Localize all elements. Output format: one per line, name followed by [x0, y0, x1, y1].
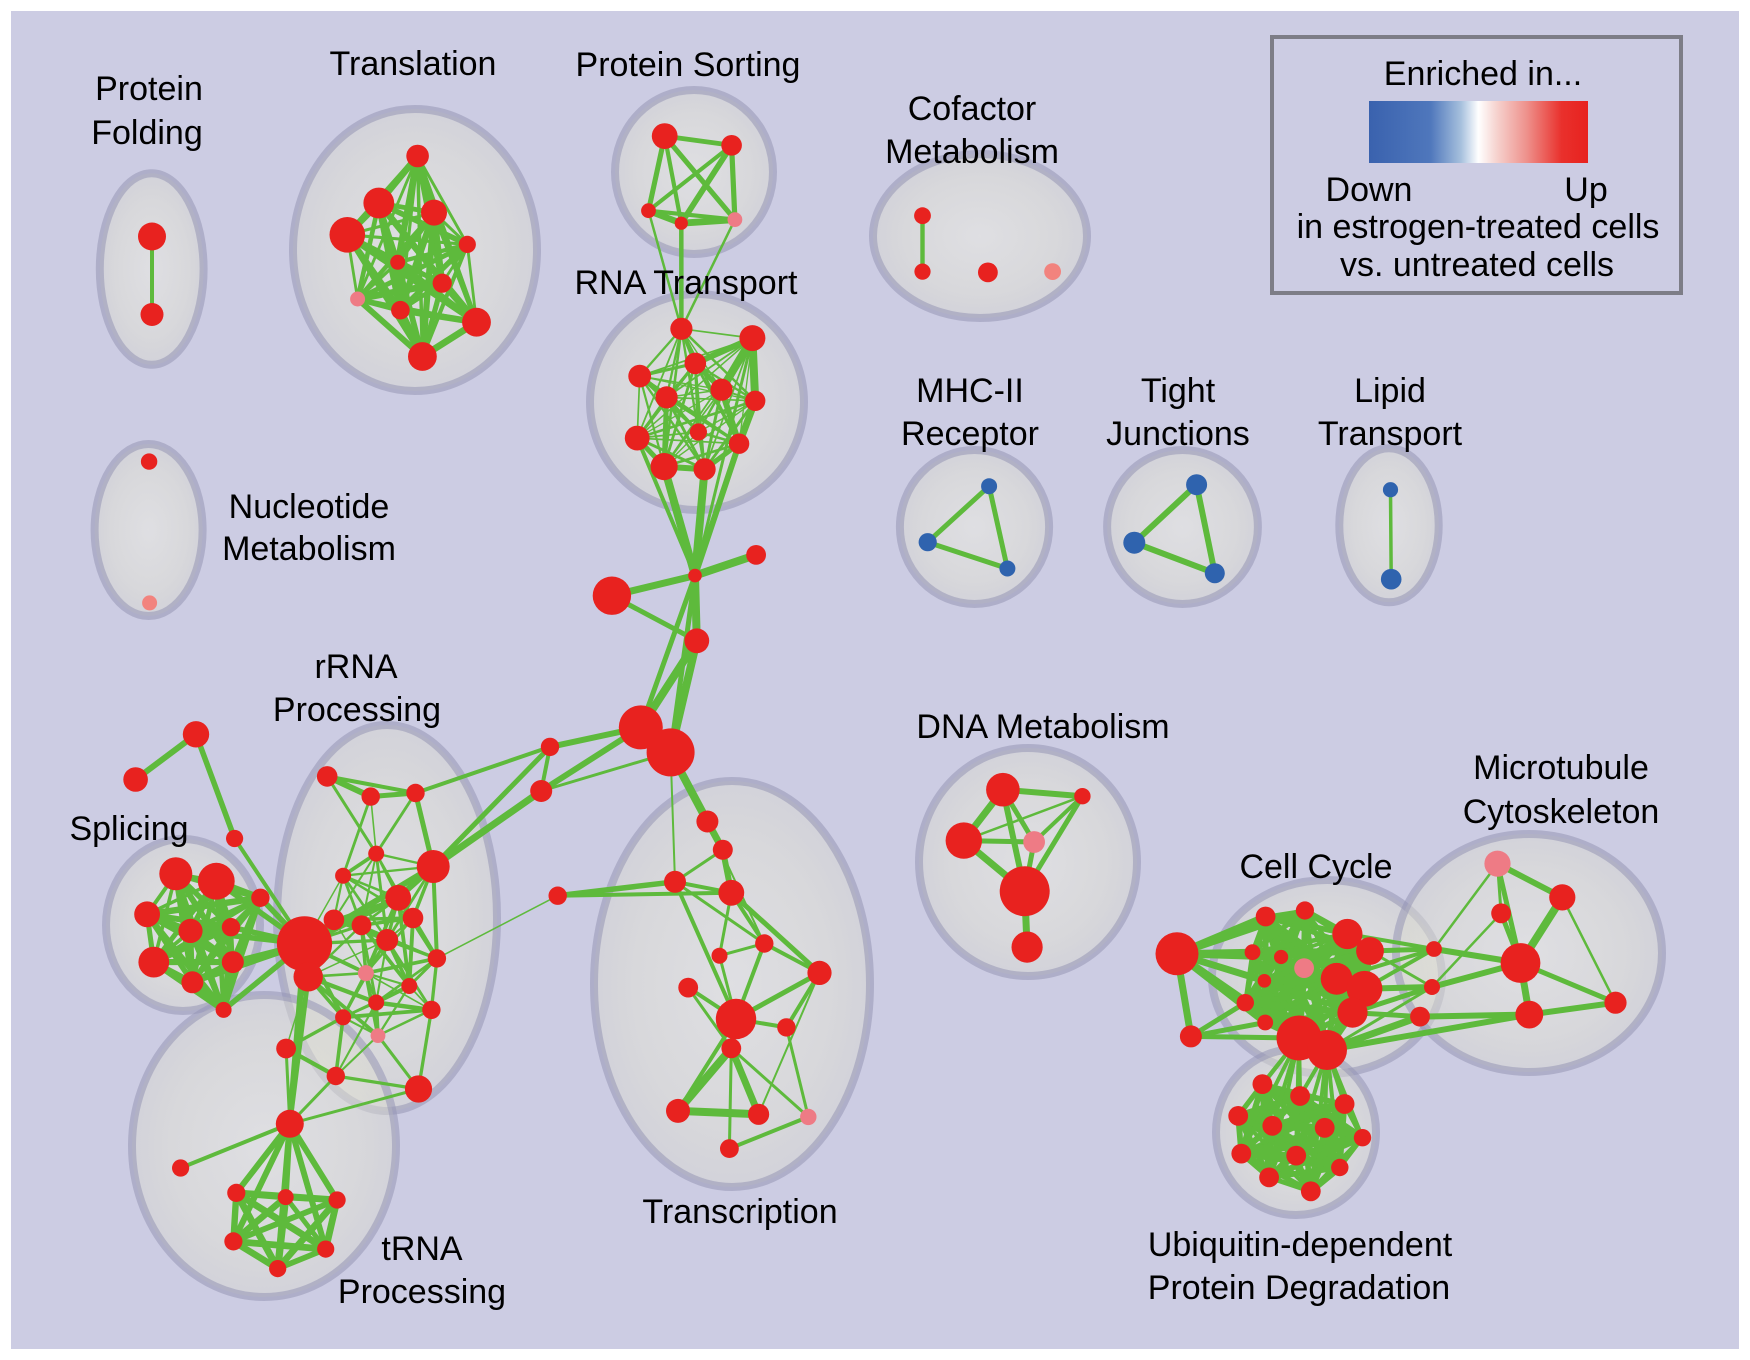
svg-text:Cytoskeleton: Cytoskeleton — [1463, 793, 1660, 831]
svg-text:Processing: Processing — [338, 1273, 506, 1311]
svg-text:Microtubule: Microtubule — [1473, 749, 1649, 787]
svg-text:Lipid: Lipid — [1354, 372, 1426, 410]
svg-text:Folding: Folding — [91, 114, 203, 152]
svg-text:Tight: Tight — [1141, 372, 1216, 410]
svg-text:Nucleotide: Nucleotide — [229, 488, 390, 526]
svg-text:RNA Transport: RNA Transport — [575, 264, 799, 302]
svg-text:Cell Cycle: Cell Cycle — [1239, 848, 1392, 886]
svg-text:Processing: Processing — [273, 691, 441, 729]
svg-text:Cofactor: Cofactor — [908, 90, 1037, 128]
svg-text:Up: Up — [1564, 171, 1607, 209]
svg-text:Ubiquitin-dependent: Ubiquitin-dependent — [1148, 1226, 1453, 1264]
svg-text:rRNA: rRNA — [314, 648, 397, 686]
svg-text:in estrogen-treated cells: in estrogen-treated cells — [1297, 208, 1660, 246]
svg-text:DNA Metabolism: DNA Metabolism — [916, 708, 1169, 746]
svg-text:Transcription: Transcription — [642, 1193, 837, 1231]
svg-text:Protein Degradation: Protein Degradation — [1148, 1269, 1450, 1307]
svg-text:Protein Sorting: Protein Sorting — [576, 46, 801, 84]
svg-text:Metabolism: Metabolism — [885, 133, 1059, 171]
svg-text:Protein: Protein — [95, 70, 203, 108]
svg-text:MHC-II: MHC-II — [916, 372, 1024, 410]
svg-text:Enriched in...: Enriched in... — [1384, 55, 1582, 93]
svg-text:Translation: Translation — [330, 45, 497, 83]
svg-text:Down: Down — [1326, 171, 1413, 209]
svg-text:Splicing: Splicing — [69, 810, 188, 848]
svg-text:Junctions: Junctions — [1106, 415, 1250, 453]
svg-text:Receptor: Receptor — [901, 415, 1039, 453]
svg-text:Metabolism: Metabolism — [222, 530, 396, 568]
svg-text:vs. untreated cells: vs. untreated cells — [1340, 246, 1614, 284]
svg-text:tRNA: tRNA — [381, 1230, 463, 1268]
svg-text:Transport: Transport — [1318, 415, 1463, 453]
